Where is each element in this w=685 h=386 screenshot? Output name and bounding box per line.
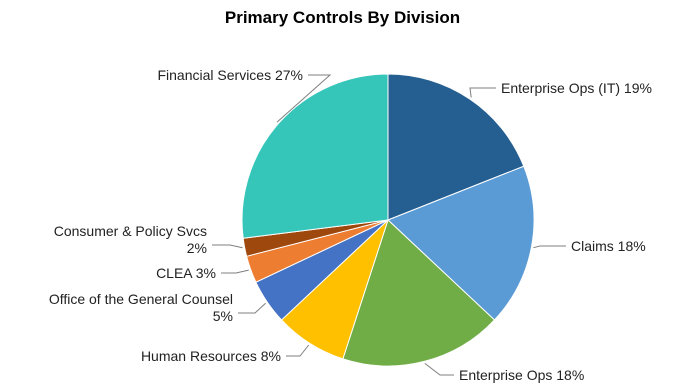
pie-slice [387, 73, 525, 221]
slice-label: Office of the General Counsel 5% [49, 291, 233, 324]
leader-line [238, 302, 266, 314]
slice-label: Enterprise Ops (IT) 19% [501, 80, 652, 96]
leader-line [286, 344, 310, 357]
leader-line [533, 245, 566, 249]
slice-label: Claims 18% [571, 238, 646, 254]
slice-label: Human Resources 8% [141, 348, 281, 364]
leader-line [212, 244, 243, 249]
slice-label: Financial Services 27% [157, 67, 303, 83]
leader-line [276, 74, 332, 123]
pie-slice [387, 165, 535, 321]
slice-label: Enterprise Ops 18% [459, 367, 584, 383]
slice-label: CLEA 3% [156, 265, 216, 281]
leader-line [221, 269, 249, 274]
pie-slice [241, 73, 389, 239]
leader-line [469, 87, 496, 98]
pie-slice [342, 219, 496, 367]
chart-title: Primary Controls By Division [224, 8, 461, 27]
slice-label: Consumer & Policy Svcs 2% [54, 223, 207, 256]
leader-line [424, 363, 454, 376]
